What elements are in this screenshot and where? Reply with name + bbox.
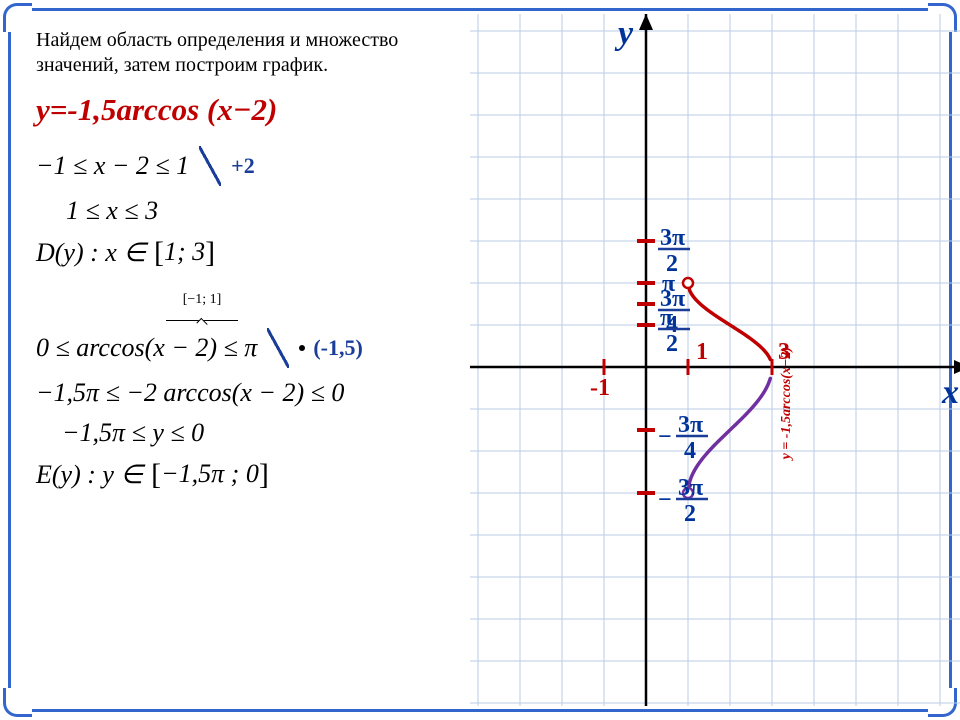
svg-text:−: − (658, 424, 672, 450)
range: E(y) : y ∈ −1,5π ; 0 (36, 458, 466, 492)
range-interval: −1,5π ; 0 (151, 458, 269, 492)
annotation-plus2: +2 (231, 153, 255, 179)
graph-panel: yx-1133π2π3π4π2−3π4−3π2y = -1,5arccos(x−… (470, 14, 946, 706)
svg-text:2: 2 (666, 331, 678, 357)
svg-text:π: π (660, 305, 673, 331)
annotation-mult: (-1,5) (313, 335, 362, 361)
svg-text:x: x (941, 374, 959, 411)
ineq-5: −1,5π ≤ −2 arccos(x − 2) ≤ 0 (36, 378, 466, 408)
svg-text:y = -1,5arccos(x−2): y = -1,5arccos(x−2) (779, 347, 794, 462)
brace-label: [−1; 1] (166, 292, 238, 308)
ineq-1-text: −1 ≤ x − 2 ≤ 1 (36, 151, 189, 181)
range-prefix: E(y) : y ∈ (36, 460, 143, 490)
left-panel: Найдем область определения и множество з… (14, 14, 470, 706)
ineq-4-text: 0 ≤ arccos(x − 2) ≤ π (36, 333, 257, 363)
slash-icon (199, 146, 221, 186)
ineq-6-text: −1,5π ≤ y ≤ 0 (62, 418, 204, 448)
svg-text:4: 4 (684, 438, 696, 464)
ineq-2: 1 ≤ x ≤ 3 (36, 196, 466, 226)
ineq-5-text: −1,5π ≤ −2 arccos(x − 2) ≤ 0 (36, 378, 344, 408)
ineq-4: 0 ≤ arccos(x − 2) ≤ π (-1,5) (36, 328, 466, 368)
domain: D(y) : x ∈ 1; 3 (36, 236, 466, 270)
dot-icon (299, 345, 305, 351)
svg-text:-1: -1 (590, 375, 610, 401)
svg-text:3π: 3π (678, 475, 703, 501)
brace-label-wrap: [−1; 1] (166, 292, 466, 326)
ineq-2-text: 1 ≤ x ≤ 3 (66, 196, 158, 226)
svg-text:1: 1 (696, 339, 708, 365)
svg-text:3π: 3π (678, 412, 703, 438)
brace-icon (166, 320, 238, 321)
main-container: Найдем область определения и множество з… (14, 14, 946, 706)
domain-interval: 1; 3 (154, 236, 215, 270)
graph-svg: yx-1133π2π3π4π2−3π4−3π2y = -1,5arccos(x−… (470, 14, 960, 706)
function-formula: y=-1,5arccos (x−2) (36, 92, 466, 128)
ineq-6: −1,5π ≤ y ≤ 0 (36, 418, 466, 448)
svg-text:3π: 3π (660, 225, 685, 251)
domain-prefix: D(y) : x ∈ (36, 238, 146, 268)
svg-text:−: − (658, 487, 672, 513)
instruction: Найдем область определения и множество з… (36, 28, 466, 78)
slash-icon-2 (267, 328, 289, 368)
svg-text:y: y (614, 15, 634, 52)
svg-text:2: 2 (684, 501, 696, 527)
ineq-1: −1 ≤ x − 2 ≤ 1 +2 (36, 146, 466, 186)
